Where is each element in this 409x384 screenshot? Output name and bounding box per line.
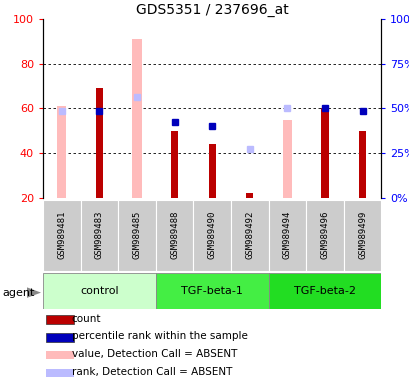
Bar (155, 200, 193, 271)
Bar (96, 88, 103, 198)
Text: value, Detection Call = ABSENT: value, Detection Call = ABSENT (72, 349, 236, 359)
Bar (132, 39, 141, 198)
Bar (46, 333, 74, 342)
Bar (81, 200, 118, 271)
Text: rank, Detection Call = ABSENT: rank, Detection Call = ABSENT (72, 367, 231, 377)
Bar (268, 200, 306, 271)
Bar (230, 200, 268, 271)
Bar (268, 273, 380, 309)
Text: TGF-beta-2: TGF-beta-2 (293, 286, 355, 296)
Text: GSM989490: GSM989490 (207, 211, 216, 259)
Bar (245, 193, 253, 198)
Bar (43, 200, 81, 271)
Text: TGF-beta-1: TGF-beta-1 (181, 286, 243, 296)
Text: GSM989483: GSM989483 (95, 211, 103, 259)
Bar (282, 120, 291, 198)
Bar (46, 351, 74, 359)
Text: GSM989492: GSM989492 (245, 211, 254, 259)
Bar (321, 109, 328, 198)
Bar (46, 369, 74, 377)
Bar (118, 200, 155, 271)
Text: agent: agent (2, 288, 34, 298)
Bar (343, 200, 380, 271)
Bar (358, 131, 365, 198)
Text: GSM989481: GSM989481 (57, 211, 66, 259)
Bar (171, 131, 178, 198)
Text: GSM989485: GSM989485 (132, 211, 141, 259)
Text: percentile rank within the sample: percentile rank within the sample (72, 331, 247, 341)
Text: control: control (80, 286, 119, 296)
Text: count: count (72, 314, 101, 324)
Bar (155, 273, 268, 309)
Text: GSM989494: GSM989494 (282, 211, 291, 259)
Bar (43, 273, 155, 309)
Bar (46, 315, 74, 324)
Title: GDS5351 / 237696_at: GDS5351 / 237696_at (135, 3, 288, 17)
Bar (193, 200, 230, 271)
Polygon shape (27, 287, 41, 298)
Text: GSM989499: GSM989499 (357, 211, 366, 259)
Bar (208, 144, 215, 198)
Text: GSM989488: GSM989488 (170, 211, 179, 259)
Text: GSM989496: GSM989496 (320, 211, 328, 259)
Bar (57, 106, 66, 198)
Bar (306, 200, 343, 271)
